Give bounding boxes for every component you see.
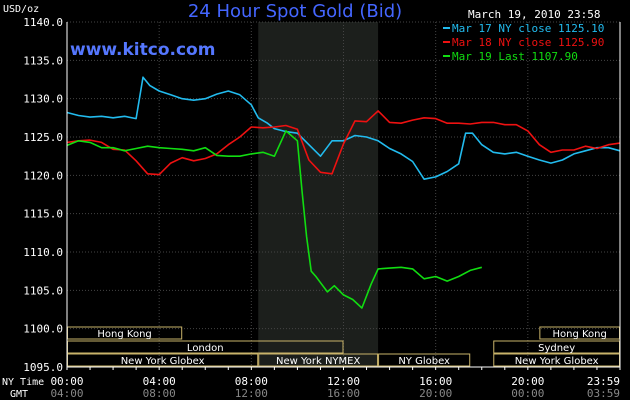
y-tick-label: 1110.0 — [23, 246, 63, 259]
legend-entry: Mar 17 NY close 1125.10 — [452, 22, 604, 35]
series-line — [66, 110, 621, 176]
x-tick-label-gmt: 04:00 — [50, 387, 83, 400]
x-tick-label-ny: 20:00 — [511, 375, 544, 388]
x-tick-label-gmt: 03:59 — [587, 387, 620, 400]
x-tick-label-gmt: 00:00 — [511, 387, 544, 400]
session-label: New York NYMEX — [276, 356, 361, 367]
legend-entry: Mar 19 Last 1107.90 — [452, 50, 578, 63]
x-tick-label-ny: 12:00 — [327, 375, 360, 388]
series-line — [66, 76, 621, 180]
session-label: Hong Kong — [97, 329, 151, 340]
session-label: Sydney — [538, 343, 575, 354]
x-label-ny: NY Time — [2, 377, 44, 388]
y-tick-label: 1140.0 — [23, 16, 63, 29]
x-tick-label-ny: 23:59 — [587, 375, 620, 388]
session-bar — [378, 353, 471, 367]
x-tick-label-ny: 04:00 — [143, 375, 176, 388]
x-tick-label-ny: 16:00 — [419, 375, 452, 388]
x-tick-label-gmt: 16:00 — [327, 387, 360, 400]
x-tick-label-gmt: 12:00 — [235, 387, 268, 400]
x-tick-label-ny: 00:00 — [50, 375, 83, 388]
series-line — [66, 130, 483, 309]
y-tick-label: 1125.0 — [23, 131, 63, 144]
y-tick-label: 1130.0 — [23, 93, 63, 106]
session-label: New York Globex — [121, 356, 205, 367]
trading-sessions: Hong Kong London New York Globex New York N… — [67, 326, 621, 367]
y-tick-label: 1115.0 — [23, 208, 63, 221]
y-tick-label: 1135.0 — [23, 54, 63, 67]
chart-title: 24 Hour Spot Gold (Bid) — [188, 1, 402, 22]
x-tick-label-gmt: 20:00 — [419, 387, 452, 400]
y-tick-label: 1105.0 — [23, 284, 63, 297]
site-watermark: www.kitco.com — [70, 40, 215, 60]
session-bar — [258, 353, 379, 367]
axes: 1140.0 1135.0 1130.0 1125.0 1120.0 1115.0 1110… — [23, 16, 621, 400]
y-tick-label: 1100.0 — [23, 323, 63, 336]
series-lines — [66, 76, 621, 309]
legend-entry: Mar 18 NY close 1125.90 — [452, 36, 604, 49]
nymex-highlight — [258, 22, 379, 367]
x-tick-label-gmt: 08:00 — [143, 387, 176, 400]
session-label: New York Globex — [515, 356, 599, 367]
session-label: London — [187, 343, 224, 354]
chart-timestamp: March 19, 2010 23:58 — [468, 8, 600, 21]
y-unit-label: USD/oz — [3, 4, 39, 15]
session-label: NY Globex — [398, 356, 450, 367]
x-label-gmt: GMT — [10, 389, 28, 400]
y-tick-label: 1095.0 — [23, 361, 63, 374]
y-tick-label: 1120.0 — [23, 169, 63, 182]
session-label: Hong Kong — [552, 329, 606, 340]
x-tick-label-ny: 08:00 — [235, 375, 268, 388]
